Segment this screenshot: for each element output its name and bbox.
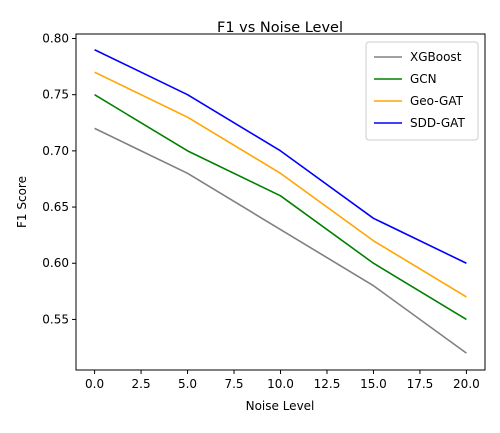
x-tick-label: 0.0	[85, 377, 104, 391]
x-tick-label: 15.0	[360, 377, 387, 391]
y-tick-label: 0.60	[42, 256, 69, 270]
legend: XGBoost GCN Geo-GAT SDD-GAT	[365, 41, 479, 141]
legend-label: SDD-GAT	[410, 116, 465, 130]
y-tick-label: 0.75	[42, 88, 69, 102]
x-tick-label: 10.0	[267, 377, 294, 391]
legend-label: GCN	[410, 72, 437, 86]
legend-label: Geo-GAT	[410, 94, 464, 108]
series-line-sdd-gat	[94, 49, 467, 264]
legend-label: XGBoost	[410, 50, 462, 64]
y-axis-label: F1 Score	[15, 176, 29, 228]
y-tick-label: 0.65	[42, 200, 69, 214]
plot-area	[75, 33, 486, 371]
x-tick-label: 5.0	[178, 377, 197, 391]
x-tick-label: 12.5	[314, 377, 341, 391]
series-line-xgboost	[94, 127, 467, 354]
x-tick-label: 20.0	[453, 377, 480, 391]
series-line-geo-gat	[94, 71, 467, 298]
legend-box	[365, 41, 479, 141]
x-tick-label: 2.5	[132, 377, 151, 391]
chart-title: F1 vs Noise Level	[217, 20, 343, 36]
series-line-gcn	[94, 93, 467, 321]
y-tick-label: 0.80	[42, 31, 69, 45]
x-tick-label: 17.5	[407, 377, 434, 391]
x-tick-label: 7.5	[224, 377, 243, 391]
y-tick-label: 0.55	[42, 312, 69, 326]
x-axis-label: Noise Level	[246, 399, 315, 413]
y-tick-label: 0.70	[42, 144, 69, 158]
